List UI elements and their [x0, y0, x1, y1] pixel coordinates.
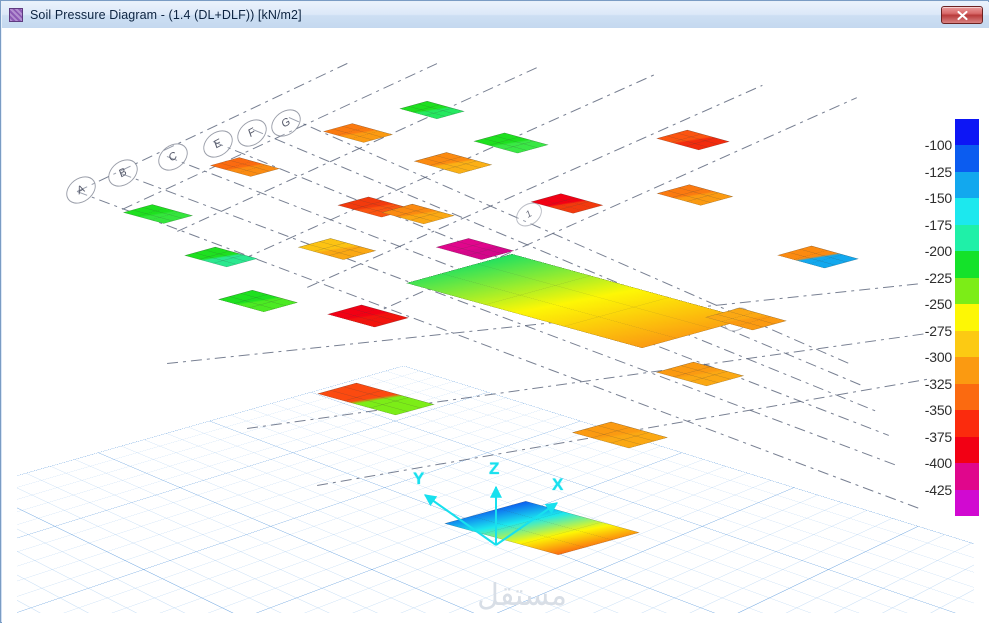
diagram-canvas[interactable]: ABCEFG12 Z Y [17, 33, 974, 613]
colorbar [955, 119, 979, 517]
canvas-top-margin [2, 28, 989, 34]
colorbar-label-neg150: -150 [924, 190, 952, 207]
axis-triad: Z Y X [407, 453, 577, 573]
close-button[interactable] [941, 6, 983, 24]
colorbar-band-12 [955, 436, 979, 464]
canvas-bottom-margin [2, 613, 989, 623]
colorbar-label-neg400: -400 [924, 455, 952, 472]
axis-y-label: Y [413, 469, 425, 488]
axis-x-label: X [552, 475, 564, 494]
colorbar-label-neg375: -375 [924, 428, 952, 445]
axis-z-label: Z [489, 459, 500, 478]
colorbar-label-neg125: -125 [924, 163, 952, 180]
colorbar-band-13 [955, 463, 979, 490]
colorbar-label-neg225: -225 [924, 269, 952, 286]
colorbar-band-7 [955, 304, 979, 331]
colorbar-band-0 [955, 119, 979, 146]
colorbar-band-11 [955, 410, 979, 437]
colorbar-label-neg175: -175 [924, 216, 952, 233]
colorbar-label-neg200: -200 [924, 243, 952, 260]
axis-y-arrow [424, 494, 497, 546]
colorbar-label-neg250: -250 [924, 296, 952, 313]
axis-x-arrow [495, 502, 558, 546]
window-title: Soil Pressure Diagram - (1.4 (DL+DLF)) [… [30, 8, 302, 22]
colorbar-band-6 [955, 277, 979, 305]
colorbar-band-1 [955, 145, 979, 172]
colorbar-band-2 [955, 171, 979, 199]
colorbar-label-neg325: -325 [924, 375, 952, 392]
soil-pressure-icon [9, 8, 23, 22]
colorbar-label-neg275: -275 [924, 322, 952, 339]
colorbar-label-neg350: -350 [924, 402, 952, 419]
canvas-left-margin [2, 33, 17, 623]
colorbar-band-14 [955, 489, 979, 517]
colorbar-band-3 [955, 198, 979, 225]
window-titlebar: Soil Pressure Diagram - (1.4 (DL+DLF)) [… [2, 2, 989, 28]
colorbar-label-neg100: -100 [924, 137, 952, 154]
colorbar-band-9 [955, 357, 979, 384]
colorbar-band-5 [955, 251, 979, 278]
color-legend: -100 -125 -150 -175 -200 -225 -250 -275 -300 -325… [925, 119, 979, 517]
colorbar-label-neg425: -425 [924, 481, 952, 498]
close-icon [956, 10, 968, 20]
colorbar-label-neg300: -300 [924, 349, 952, 366]
colorbar-band-4 [955, 224, 979, 252]
colorbar-band-10 [955, 383, 979, 411]
colorbar-band-8 [955, 330, 979, 358]
